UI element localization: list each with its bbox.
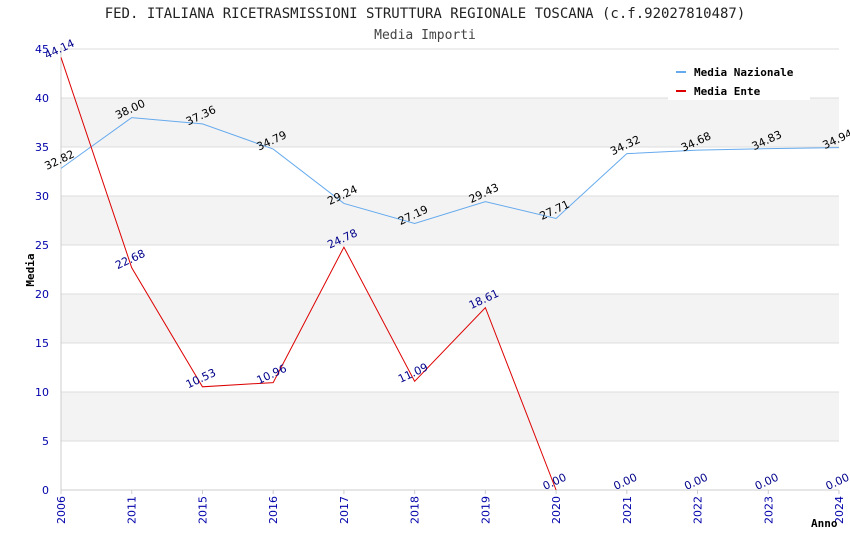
y-axis-ticks: 0 5 10 15 20 25 30 35 40 45: [35, 43, 49, 497]
x-tick-label: 2019: [479, 496, 492, 524]
plot-band: [61, 196, 839, 245]
x-axis-ticks: 2006 2011 2015 2016 2017 2018 2019 2020 2021 2022…: [55, 490, 846, 524]
series-line-media-nazionale: [60, 117, 840, 225]
plot-band: [61, 441, 839, 490]
x-tick-label: 2018: [409, 496, 422, 524]
x-tick-label: 2006: [55, 496, 68, 524]
x-tick-label: 2022: [692, 496, 705, 524]
y-tick-label: 35: [35, 141, 49, 154]
y-tick-label: 10: [35, 386, 49, 399]
y-tick-label: 25: [35, 239, 49, 252]
y-tick-label: 5: [42, 435, 49, 448]
y-tick-label: 15: [35, 337, 49, 350]
plot-band: [61, 343, 839, 392]
x-tick-label: 2020: [550, 496, 563, 524]
chart-title: FED. ITALIANA RICETRASMISSIONI STRUTTURA…: [105, 6, 746, 22]
series-lines: [60, 57, 840, 491]
plot-band: [61, 98, 839, 147]
legend-label: Media Ente: [694, 85, 761, 98]
axes: [60, 47, 839, 491]
legend-label: Media Nazionale: [694, 66, 794, 79]
x-tick-label: 2016: [267, 496, 280, 524]
x-axis-label: Anno: [811, 517, 838, 530]
legend-box: [668, 58, 810, 100]
y-tick-label: 20: [35, 288, 49, 301]
chart-subtitle: Media Importi: [374, 28, 476, 43]
x-tick-label: 2011: [126, 496, 139, 524]
x-tick-label: 2015: [196, 496, 209, 524]
x-tick-label: 2024: [833, 496, 846, 524]
x-tick-label: 2023: [762, 496, 775, 524]
y-axis-label: Media: [24, 253, 37, 286]
plot-background-bands: [61, 49, 839, 490]
plot-band: [61, 392, 839, 441]
plot-band: [61, 245, 839, 294]
plot-band: [61, 294, 839, 343]
y-tick-label: 30: [35, 190, 49, 203]
series-line-media-ente: [60, 57, 557, 491]
x-tick-label: 2021: [621, 496, 634, 524]
y-tick-label: 40: [35, 92, 49, 105]
y-tick-label: 45: [35, 43, 49, 56]
chart-legend: Media Nazionale Media Ente: [668, 58, 810, 100]
plot-band: [61, 147, 839, 196]
x-tick-label: 2017: [338, 496, 351, 524]
y-tick-label: 0: [42, 484, 49, 497]
gridlines: [61, 48, 839, 491]
